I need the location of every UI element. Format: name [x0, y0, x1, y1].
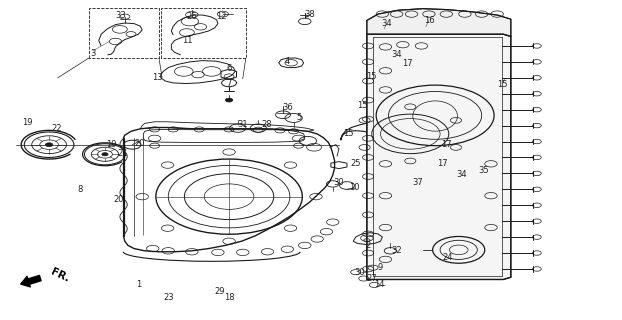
Text: 1: 1: [136, 280, 141, 289]
Text: 19: 19: [106, 140, 116, 149]
Text: 17: 17: [402, 59, 412, 68]
Text: 25: 25: [350, 159, 361, 168]
Text: 15: 15: [497, 80, 508, 89]
Text: 38: 38: [304, 10, 315, 19]
Text: 33: 33: [115, 11, 126, 20]
Text: 34: 34: [391, 50, 402, 59]
Circle shape: [225, 98, 233, 102]
Polygon shape: [367, 34, 511, 279]
Text: 5: 5: [296, 114, 301, 123]
Text: 29: 29: [214, 287, 225, 296]
Text: 36: 36: [282, 103, 294, 112]
Text: 8: 8: [78, 185, 83, 194]
Text: 20: 20: [113, 195, 124, 204]
Text: 19: 19: [22, 118, 32, 127]
Text: 12: 12: [216, 12, 226, 21]
Circle shape: [102, 153, 108, 156]
Text: 27: 27: [366, 274, 377, 283]
Text: 20: 20: [134, 139, 145, 148]
Text: 7: 7: [226, 79, 232, 88]
Text: 26: 26: [187, 12, 197, 21]
Text: 4: 4: [285, 57, 290, 66]
Text: 15: 15: [366, 72, 377, 81]
Text: 17: 17: [437, 159, 448, 168]
Text: 17: 17: [441, 140, 452, 149]
Text: 35: 35: [478, 166, 489, 175]
Text: 22: 22: [51, 124, 62, 133]
Text: 15: 15: [356, 101, 367, 110]
Text: 37: 37: [412, 179, 423, 188]
Text: 18: 18: [224, 293, 234, 302]
Text: 14: 14: [374, 280, 384, 289]
Text: 24: 24: [442, 253, 453, 262]
Circle shape: [45, 143, 53, 147]
Text: 34: 34: [456, 170, 466, 179]
Text: 13: 13: [152, 73, 162, 82]
Text: 10: 10: [349, 183, 360, 192]
Text: 2: 2: [366, 241, 371, 250]
Text: 6: 6: [226, 64, 232, 73]
Text: 9: 9: [378, 263, 383, 272]
FancyArrowPatch shape: [21, 276, 41, 287]
Text: 30: 30: [333, 179, 344, 188]
Text: 23: 23: [163, 293, 174, 302]
Text: 3: 3: [90, 49, 95, 58]
Text: 16: 16: [424, 16, 434, 25]
Text: 31: 31: [238, 120, 248, 129]
Text: 21: 21: [117, 149, 128, 158]
Text: 11: 11: [182, 36, 192, 45]
Polygon shape: [367, 9, 511, 36]
Text: FR.: FR.: [49, 267, 71, 284]
Text: 32: 32: [391, 246, 402, 255]
Text: 30: 30: [354, 268, 364, 277]
Text: 34: 34: [381, 19, 392, 28]
Text: 15: 15: [343, 129, 353, 138]
Text: 28: 28: [261, 120, 272, 129]
